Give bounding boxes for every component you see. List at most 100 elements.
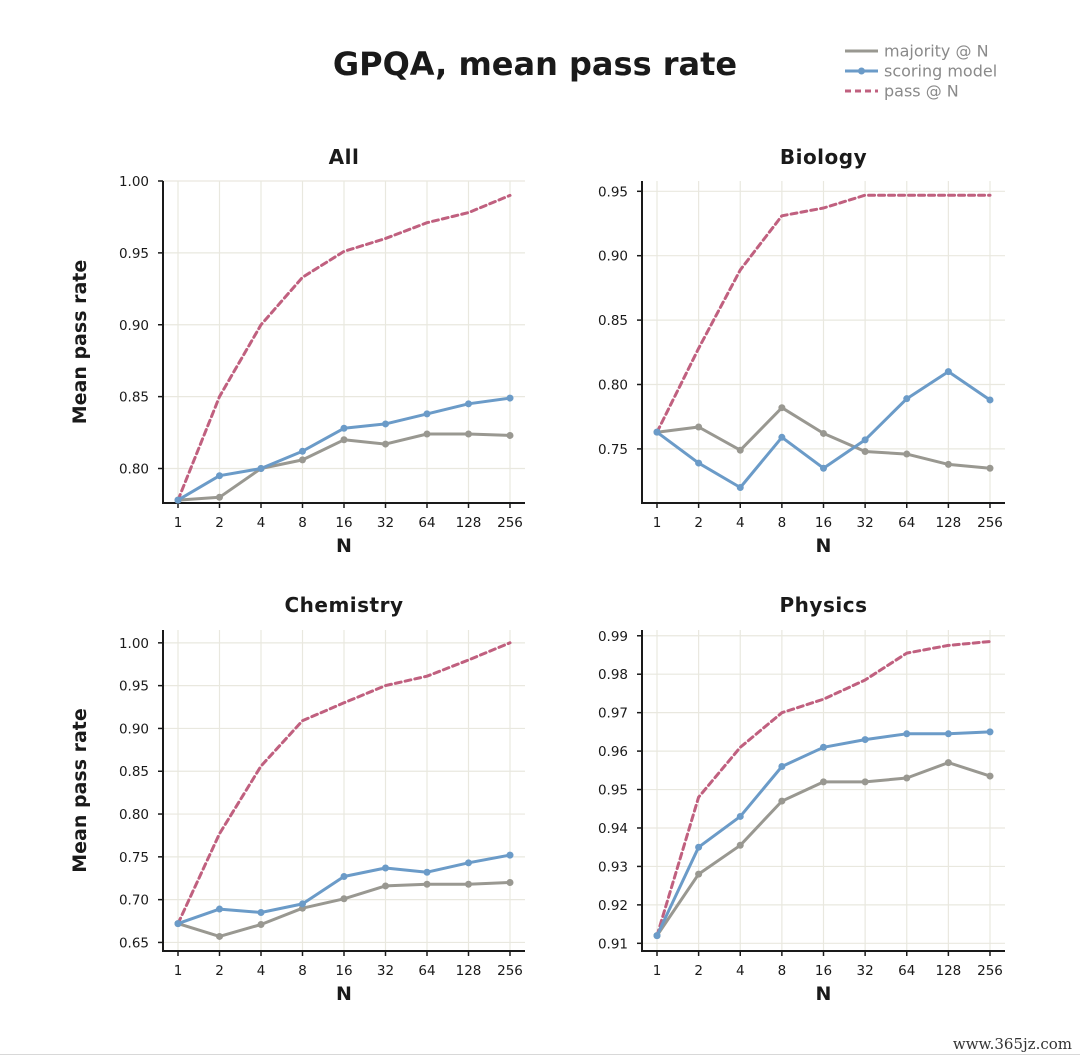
y-tick-label: 0.90 <box>119 318 149 334</box>
x-axis-label: N <box>336 535 352 557</box>
majority-line-series <box>653 759 994 940</box>
data-point <box>944 759 952 767</box>
data-point <box>736 812 744 820</box>
x-tick-label: 128 <box>935 515 961 531</box>
x-tick-label: 16 <box>335 963 352 979</box>
data-point <box>174 496 182 504</box>
y-tick-label: 0.95 <box>119 246 149 262</box>
data-point <box>736 446 744 454</box>
x-axis-label: N <box>816 535 832 557</box>
data-point <box>986 396 994 404</box>
data-point <box>216 932 223 940</box>
x-tick-label: 8 <box>298 515 307 531</box>
scoring-model-line-series <box>653 728 994 940</box>
chart-panel: 0.80 0.85 0.90 0.95 1.00 1 2 4 8 16 32 64 128 256 All N… <box>69 145 525 557</box>
data-point <box>257 908 265 916</box>
data-point <box>653 428 661 436</box>
scoring-model-line-series <box>174 394 514 504</box>
x-tick-label: 256 <box>497 515 523 531</box>
x-tick-label: 1 <box>653 963 662 979</box>
x-tick-label: 8 <box>778 515 787 531</box>
x-tick-label: 16 <box>335 515 352 531</box>
data-point <box>861 736 869 744</box>
data-point <box>423 868 431 876</box>
data-point <box>986 728 994 736</box>
y-tick-label: 0.95 <box>119 679 149 695</box>
pass-at-n-line-series <box>655 193 992 434</box>
data-point <box>257 465 265 472</box>
y-tick-label: 0.97 <box>598 706 628 722</box>
y-tick-label: 0.75 <box>598 442 628 458</box>
data-point <box>986 772 994 780</box>
y-tick-label: 0.92 <box>598 898 628 914</box>
y-tick-label: 1.00 <box>119 636 149 652</box>
x-tick-label: 128 <box>456 515 482 531</box>
y-tick-label: 0.95 <box>598 184 628 200</box>
data-point <box>299 456 306 464</box>
x-tick-label: 32 <box>377 515 394 531</box>
data-point <box>423 410 431 418</box>
x-tick-label: 64 <box>898 515 915 531</box>
data-point <box>465 880 472 888</box>
panel-title: Chemistry <box>284 593 403 617</box>
y-tick-label: 0.80 <box>119 807 149 823</box>
pass-at-n-line-series <box>176 641 512 926</box>
data-point <box>216 493 223 501</box>
data-point <box>340 424 348 432</box>
y-axis-label: Mean pass rate <box>69 708 91 873</box>
panel-title: Biology <box>780 145 867 169</box>
data-point <box>944 460 952 468</box>
data-point <box>340 895 348 903</box>
x-tick-label: 1 <box>653 515 662 531</box>
data-point <box>778 762 786 770</box>
x-tick-label: 2 <box>694 963 703 979</box>
x-tick-label: 256 <box>497 963 523 979</box>
x-tick-label: 8 <box>778 963 787 979</box>
x-tick-label: 4 <box>257 963 266 979</box>
data-point <box>903 450 911 458</box>
y-tick-label: 0.85 <box>598 313 628 329</box>
x-tick-label: 4 <box>257 515 266 531</box>
data-point <box>695 843 703 851</box>
data-point <box>820 743 827 751</box>
x-tick-label: 4 <box>736 963 745 979</box>
legend-item: majority @ N <box>845 42 989 61</box>
panel-title: All <box>329 145 360 169</box>
data-point <box>695 423 703 431</box>
bottom-divider <box>0 1054 1080 1055</box>
data-point <box>903 774 911 782</box>
data-point <box>903 730 911 738</box>
x-axis-label: N <box>336 983 352 1005</box>
data-point <box>695 870 703 878</box>
data-point <box>340 873 348 881</box>
data-point <box>506 431 514 439</box>
y-tick-label: 0.90 <box>119 721 149 737</box>
legend-label: majority @ N <box>884 42 989 61</box>
data-point <box>257 920 265 928</box>
data-point <box>653 932 661 940</box>
data-point <box>382 420 389 428</box>
x-tick-label: 64 <box>418 963 435 979</box>
data-point <box>465 430 472 438</box>
majority-line-series <box>174 879 514 940</box>
data-point <box>465 400 472 408</box>
scoring-model-line-series <box>653 368 994 492</box>
data-point <box>506 879 514 887</box>
data-point <box>340 436 348 444</box>
data-point <box>695 459 703 467</box>
y-tick-label: 0.90 <box>598 249 628 265</box>
data-point <box>820 464 827 472</box>
x-tick-label: 8 <box>298 963 307 979</box>
data-point <box>382 440 389 448</box>
legend-item: pass @ N <box>845 82 959 101</box>
data-point <box>820 778 827 786</box>
data-point <box>861 778 869 786</box>
data-point <box>778 433 786 441</box>
y-tick-label: 0.70 <box>119 893 149 909</box>
x-axis-label: N <box>816 983 832 1005</box>
data-point <box>423 880 431 888</box>
data-point <box>944 368 952 376</box>
pass-at-n-line-series <box>655 640 992 938</box>
pass-at-n-line-series <box>176 193 512 502</box>
y-tick-label: 0.85 <box>119 764 149 780</box>
